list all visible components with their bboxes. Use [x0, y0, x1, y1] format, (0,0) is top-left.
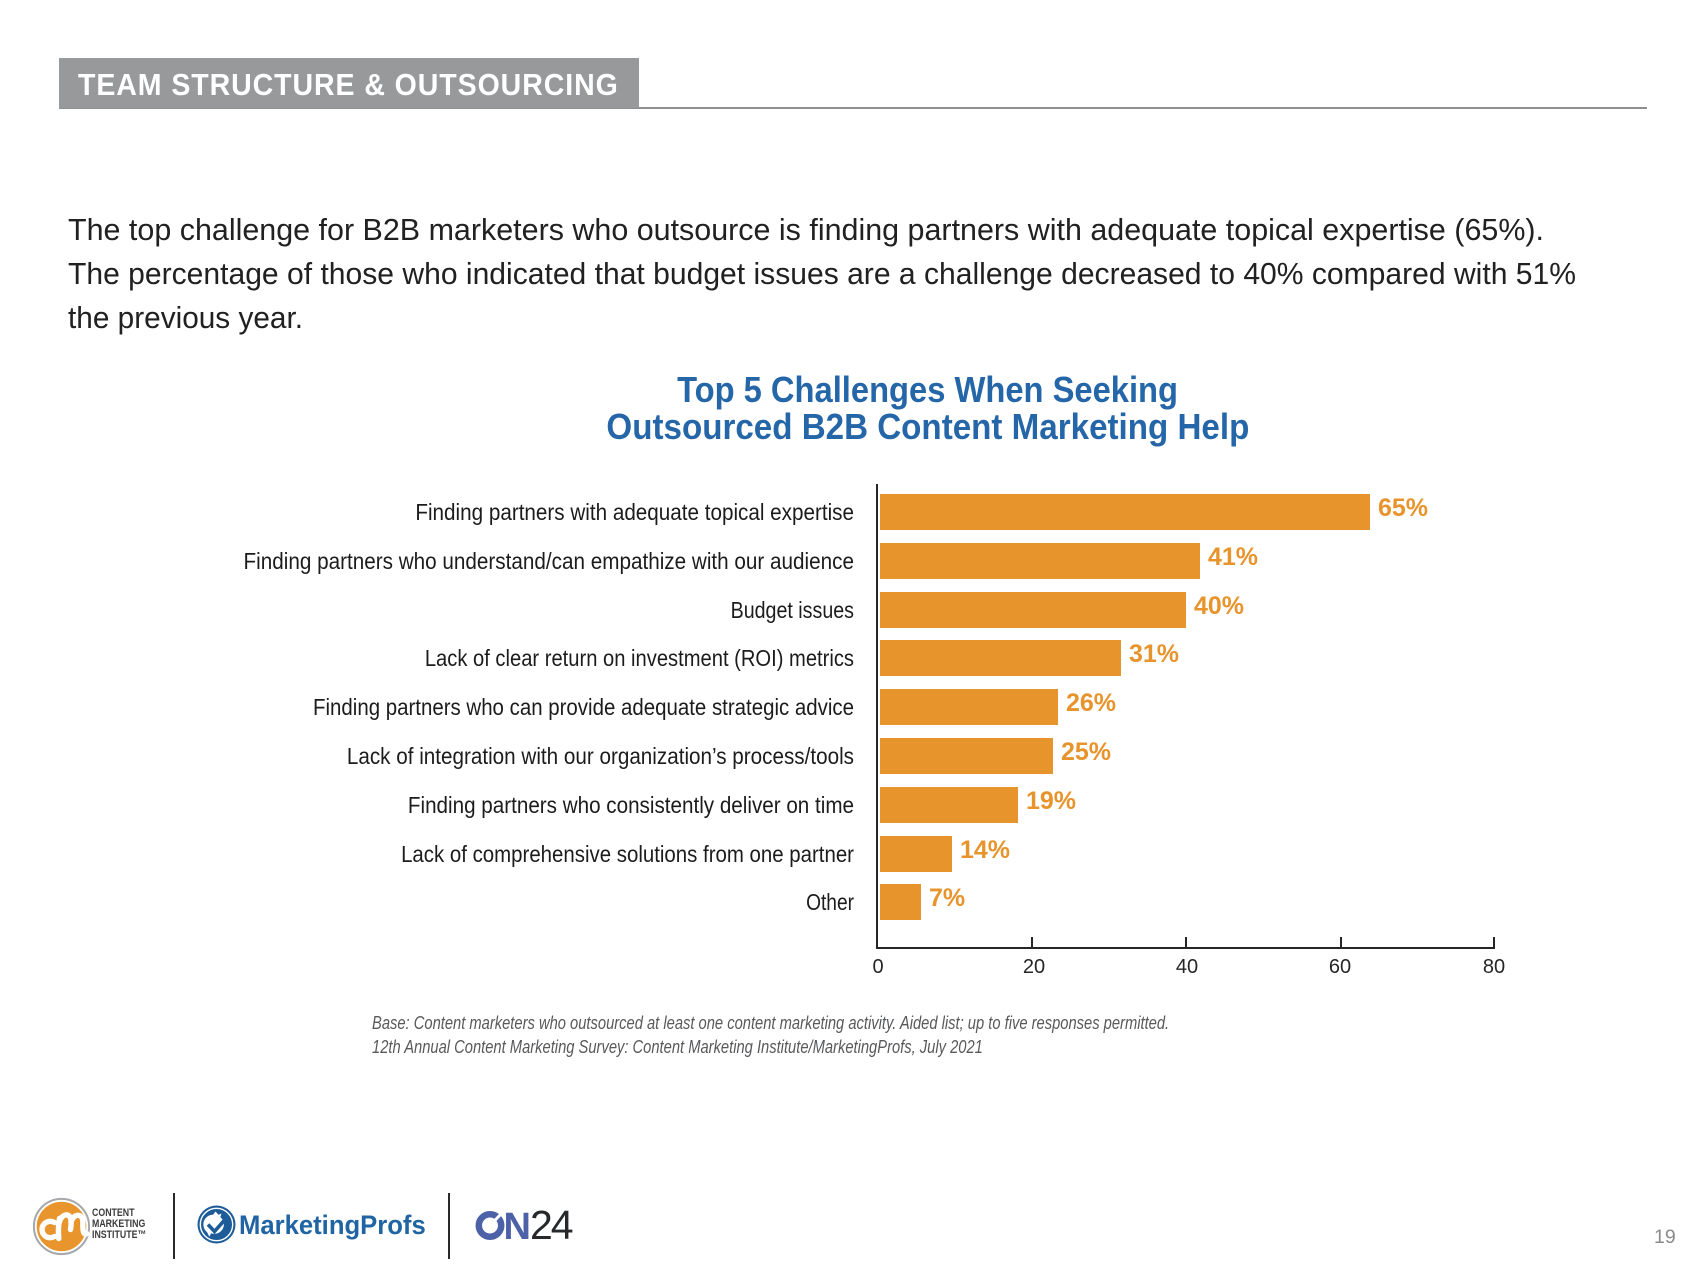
- svg-text:N: N: [504, 1210, 530, 1242]
- svg-text:24: 24: [530, 1210, 573, 1242]
